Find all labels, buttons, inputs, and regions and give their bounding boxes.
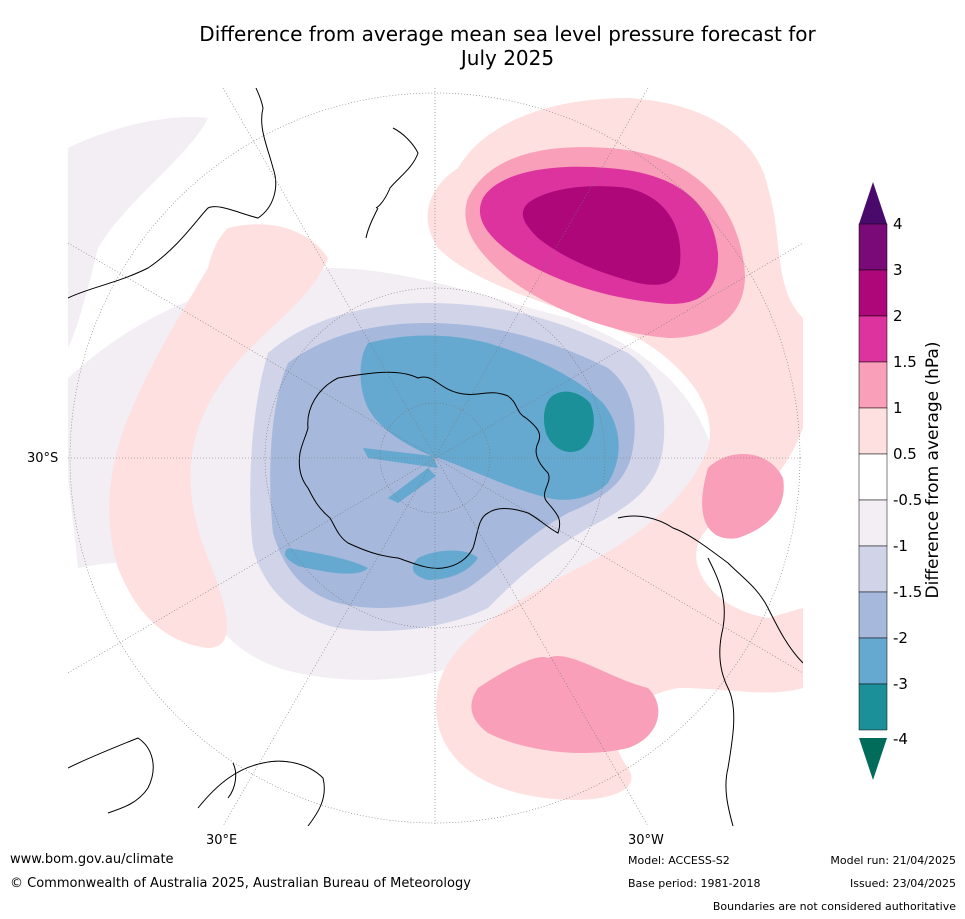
colorbar-swatch-m4-m3 (858, 683, 888, 731)
meridian-30e (222, 88, 649, 826)
model-run-text: Model run: 21/04/2025 (830, 854, 956, 867)
anomaly-neg-3 (543, 391, 594, 453)
label-lon-30e: 30°E (206, 833, 238, 848)
new-zealand (365, 127, 419, 239)
anomaly-neg-0.5 (68, 117, 208, 349)
model-text: Model: ACCESS-S2 (628, 854, 730, 867)
colorbar-tick: 0.5 (893, 445, 917, 463)
colorbar-swatches (858, 182, 888, 780)
colorbar-swatch-0.5-1 (858, 407, 888, 455)
colorbar-tick: 4 (893, 215, 903, 233)
map-title: Difference from average mean sea level p… (0, 22, 965, 70)
colorbar-swatch-m3-m2 (858, 637, 888, 685)
madagascar (227, 762, 237, 799)
disclaimer-text: Boundaries are not considered authoritat… (712, 900, 956, 913)
anomaly-neg-2-spoke2 (388, 468, 436, 503)
website-link[interactable]: www.bom.gov.au/climate (10, 852, 174, 867)
colorbar-swatch-m1-m0.5 (858, 499, 888, 547)
colorbar-swatch-2-3 (858, 269, 888, 317)
anomaly-pos-2 (522, 186, 681, 285)
south-america (617, 515, 803, 826)
antarctica-coast (298, 371, 561, 569)
colorbar-swatch-gt4 (859, 182, 887, 224)
colorbar-swatch-m2-m1.5 (858, 591, 888, 639)
map-canvas (68, 88, 803, 826)
base-period-text: Base period: 1981-2018 (628, 877, 761, 890)
copyright-text: © Commonwealth of Australia 2025, Austra… (10, 876, 471, 891)
anomaly-neg-2-sw (285, 548, 368, 574)
issued-text: Issued: 23/04/2025 (849, 877, 956, 890)
colorbar-swatch-neutral (858, 453, 888, 501)
polar-map (68, 88, 803, 826)
colorbar-label: Difference from average (hPa) (923, 341, 943, 599)
anomaly-pos-1-south (471, 655, 659, 753)
africa-coast (68, 737, 325, 826)
colorbar-tick: -1.5 (893, 583, 923, 601)
colorbar-tick: -2 (893, 629, 908, 647)
colorbar-swatch-3-4 (858, 223, 888, 271)
colorbar-tick: -1 (893, 537, 908, 555)
meridian-60e (68, 242, 803, 674)
anomaly-pos-0.5-west (109, 224, 328, 648)
colorbar-swatch-m1.5-m1 (858, 545, 888, 593)
anomaly-neg-2-spoke (363, 448, 438, 468)
colorbar-swatch-lt-m4 (859, 738, 887, 780)
anomaly-pos-1-east (702, 454, 784, 539)
colorbar-tick: -4 (893, 730, 908, 748)
colorbar-tick: -0.5 (893, 491, 923, 509)
meridian-60w (68, 242, 803, 674)
australia-coast (68, 88, 277, 299)
colorbar-tick: -3 (893, 675, 908, 693)
label-lat-30s: 30°S (27, 451, 59, 466)
meridian-30w (222, 88, 649, 826)
title-line-2: July 2025 (460, 46, 555, 70)
colorbar-tick: 1 (893, 399, 903, 417)
colorbar: 4 3 2 1.5 1 0.5 -0.5 -1 -1.5 -2 -3 -4 (855, 182, 965, 782)
anomaly-neg-2-s (412, 550, 478, 580)
colorbar-tick: 2 (893, 307, 903, 325)
title-line-1: Difference from average mean sea level p… (199, 22, 816, 46)
label-lon-30w: 30°W (628, 833, 664, 848)
colorbar-tick: 1.5 (893, 353, 917, 371)
colorbar-tick: 3 (893, 261, 903, 279)
colorbar-swatch-1-1.5 (858, 361, 888, 409)
colorbar-swatch-1.5-2 (858, 315, 888, 363)
